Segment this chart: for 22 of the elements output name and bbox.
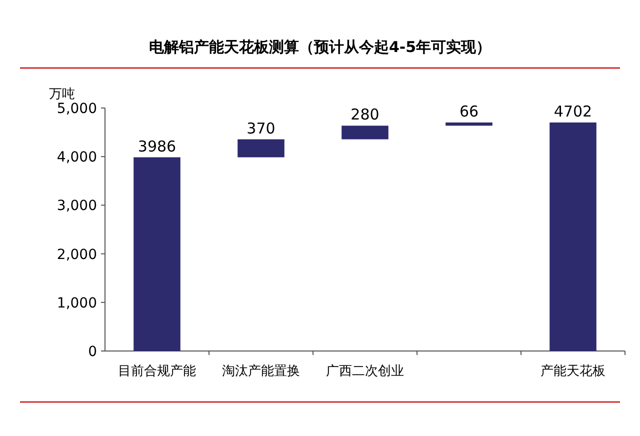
x-tick-label: 目前合规产能 — [118, 364, 196, 379]
y-tick-label: 5,000 — [56, 101, 97, 117]
bar — [134, 157, 180, 351]
y-tick-label: 4,000 — [56, 150, 97, 166]
y-tick-label: 0 — [88, 344, 97, 360]
data-label: 4702 — [554, 102, 592, 120]
y-tick-label: 3,000 — [56, 198, 97, 214]
y-tick-label: 1,000 — [56, 295, 97, 312]
y-axis-title: 万吨 — [49, 87, 75, 102]
data-label: 370 — [246, 119, 276, 138]
x-tick-label: 广西二次创业 — [326, 364, 404, 379]
data-label: 66 — [459, 102, 479, 120]
bar — [446, 122, 492, 126]
y-tick-label: 2,000 — [56, 246, 97, 263]
data-label: 280 — [350, 106, 380, 124]
bar — [550, 122, 596, 351]
chart-title: 电解铝产能天花板测算（预计从今起4-5年可实现） — [148, 38, 492, 56]
bar — [238, 139, 284, 158]
data-label: 3986 — [138, 137, 176, 156]
bar — [342, 126, 388, 140]
x-tick-label: 产能天花板 — [540, 364, 606, 379]
x-tick-label: 淘汰产能置换 — [222, 364, 300, 379]
